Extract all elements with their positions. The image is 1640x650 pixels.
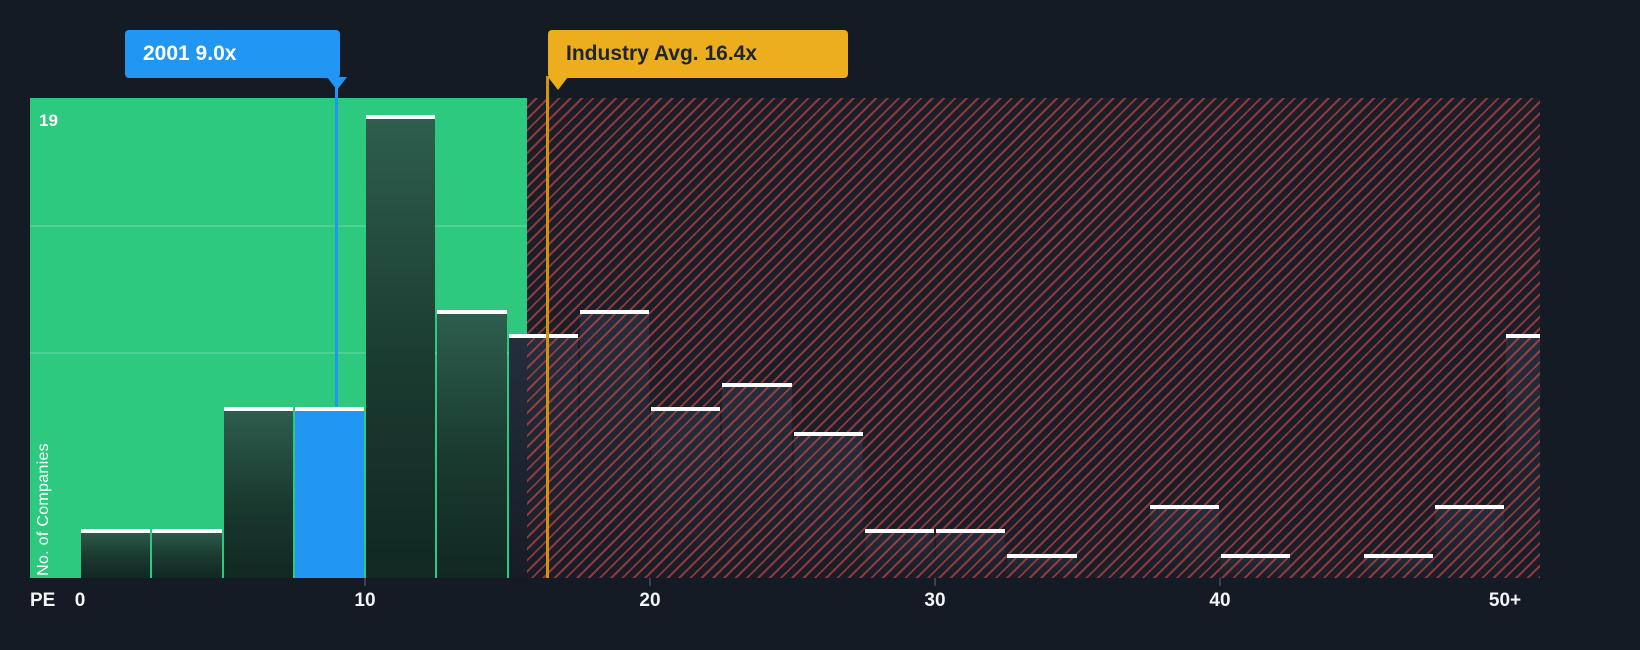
x-axis-tick-mark xyxy=(934,578,936,586)
company-callout-pointer-icon xyxy=(326,77,347,90)
gridline xyxy=(30,225,528,227)
histogram-bar[interactable] xyxy=(437,309,507,578)
x-axis-tick-label: 50+ xyxy=(1488,590,1522,611)
overvalued-hatch-pattern xyxy=(527,98,1540,578)
industry-avg-callout: Industry Avg. 16.4x xyxy=(548,30,848,78)
industry-callout-pointer-icon xyxy=(548,77,569,90)
x-axis-tick-label: 0 xyxy=(74,590,86,611)
x-axis-tick-mark xyxy=(649,578,651,586)
company-highlight-bar[interactable] xyxy=(294,407,364,578)
x-axis-tick-label: 30 xyxy=(924,590,946,611)
x-axis-tick-label: 10 xyxy=(354,590,376,611)
chart-plot-area: 19 No. of Companies xyxy=(30,98,1540,578)
gridline xyxy=(30,352,528,354)
histogram-bar[interactable] xyxy=(223,407,293,578)
x-axis-tick-mark xyxy=(364,578,366,586)
company-pe-callout: 2001 9.0x xyxy=(125,30,340,78)
histogram-bar[interactable] xyxy=(81,529,151,578)
histogram-bar[interactable] xyxy=(366,115,436,578)
company-pe-label: 2001 9.0x xyxy=(143,42,237,65)
y-max-label: 19 xyxy=(39,111,58,130)
company-marker-line xyxy=(335,78,338,408)
x-axis-tick-mark xyxy=(1219,578,1221,586)
x-axis-tick-label: 20 xyxy=(639,590,661,611)
y-axis-label: No. of Companies xyxy=(35,443,52,576)
histogram-bar[interactable] xyxy=(152,529,222,578)
x-axis-tick-label: 40 xyxy=(1209,590,1231,611)
industry-avg-label: Industry Avg. 16.4x xyxy=(566,42,758,65)
industry-average-line xyxy=(545,76,549,578)
x-axis-title: PE xyxy=(30,590,56,611)
